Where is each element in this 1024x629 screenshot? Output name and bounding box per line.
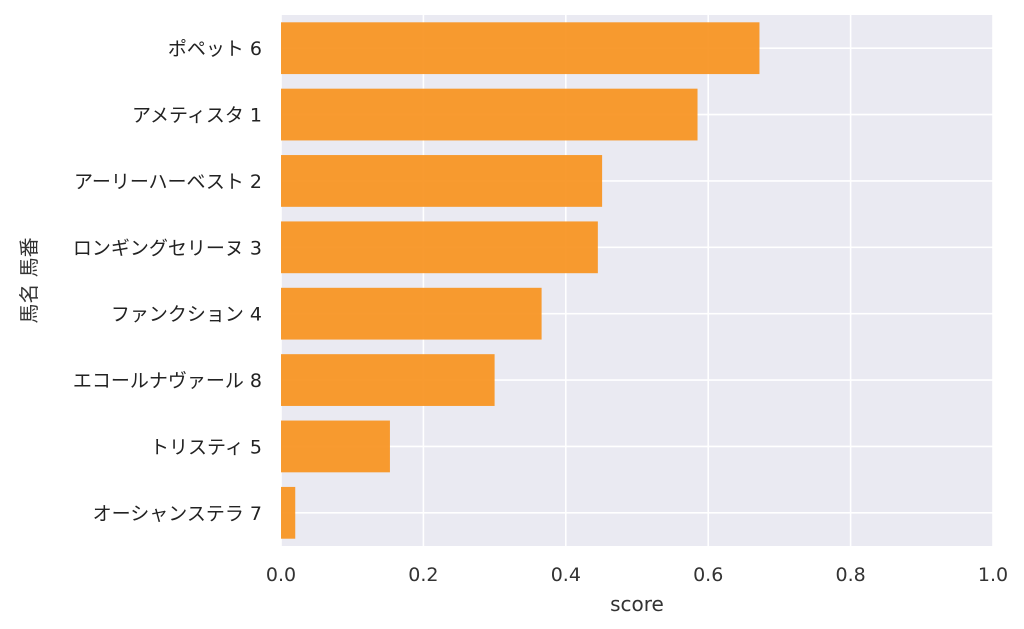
bar bbox=[281, 420, 390, 473]
bars bbox=[281, 22, 760, 539]
category-label: ポペット 6 bbox=[168, 38, 262, 60]
x-tick-label: 0.0 bbox=[266, 564, 296, 586]
category-label: エコールナヴァール 8 bbox=[73, 370, 262, 392]
bar bbox=[281, 22, 760, 75]
bar bbox=[281, 287, 542, 340]
x-tick-label: 0.8 bbox=[835, 564, 865, 586]
bar bbox=[281, 354, 495, 406]
bar bbox=[281, 88, 698, 141]
category-label: オーシャンステラ 7 bbox=[93, 503, 262, 525]
x-axis-title: score bbox=[610, 592, 664, 616]
x-tick-label: 1.0 bbox=[978, 564, 1008, 586]
category-label: アメティスタ 1 bbox=[132, 105, 262, 127]
category-labels: ポペット 6 アメティスタ 1 アーリーハーベスト 2 ロンギングセリーヌ 3 ファンク… bbox=[73, 38, 262, 525]
bar bbox=[281, 221, 598, 274]
category-label: トリスティ 5 bbox=[150, 436, 262, 458]
bar bbox=[281, 486, 296, 539]
category-label: ファンクション 4 bbox=[111, 304, 262, 326]
x-tick-label: 0.2 bbox=[408, 564, 438, 586]
y-axis-title: 馬名 馬番 bbox=[17, 237, 41, 323]
x-tick-label: 0.6 bbox=[693, 564, 723, 586]
category-label: アーリーハーベスト 2 bbox=[74, 171, 262, 193]
x-tick-label: 0.4 bbox=[551, 564, 581, 586]
x-tick-labels: 0.0 0.2 0.4 0.6 0.8 1.0 bbox=[266, 564, 1008, 586]
category-label: ロンギングセリーヌ 3 bbox=[73, 237, 262, 259]
bar bbox=[281, 155, 603, 207]
